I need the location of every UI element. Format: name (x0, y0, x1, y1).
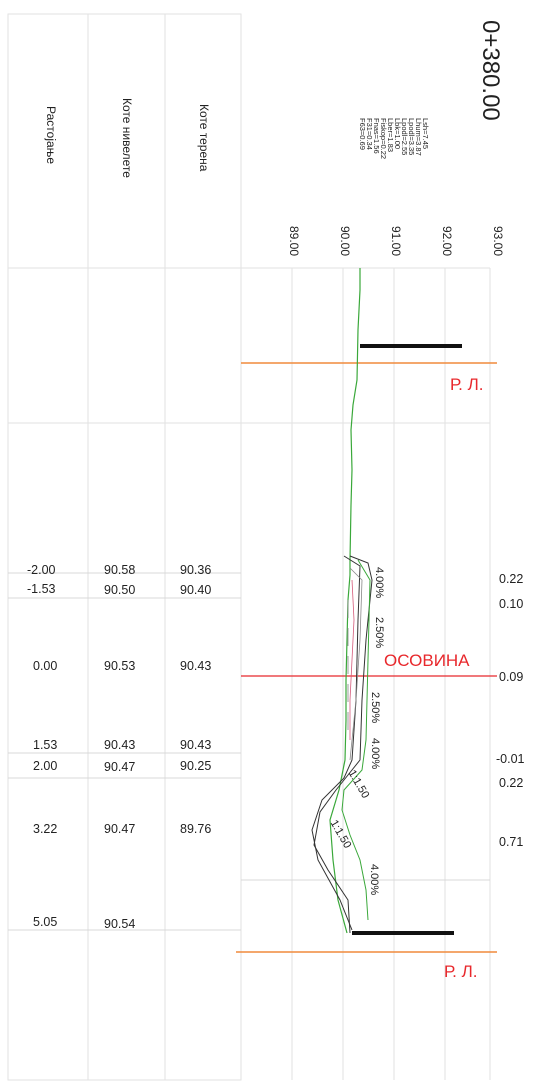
distance-cell: 5.05 (33, 915, 58, 929)
diff-cell: 0.22 (499, 776, 524, 790)
slope-7: 4.00% (368, 864, 380, 896)
grade-cell: 90.53 (104, 659, 136, 673)
diff-cell: 0.22 (499, 572, 524, 586)
terrain-cell: 90.43 (180, 659, 212, 673)
elev-tick-2: 90.00 (338, 226, 352, 257)
header-grade-levels: Коте нивелете (120, 98, 134, 178)
elev-tick-5: 93.00 (491, 226, 505, 257)
grade-line (341, 559, 371, 921)
distance-cell: -2.00 (27, 563, 56, 577)
pavement-layers (347, 567, 363, 761)
distance-cell: 3.22 (33, 822, 58, 836)
terrain-cell: 90.43 (180, 738, 212, 752)
rl-top-label: Р. Л. (450, 375, 484, 394)
grade-cell: 90.54 (104, 917, 136, 931)
terrain-cell: 90.36 (180, 563, 212, 577)
parameters-list: Lsh=7.45 Lhum=3.87 Lpodl=3.35 Lpodl=2.55… (358, 118, 431, 159)
fill-line (349, 579, 355, 740)
grade-cell: 90.47 (104, 760, 136, 774)
diff-cell: 0.10 (499, 597, 524, 611)
slope-1: 4.00% (373, 567, 385, 599)
distance-cell: -1.53 (27, 582, 56, 596)
terrain-cell: 90.40 (180, 583, 212, 597)
road-structure (311, 555, 373, 934)
grade-cell: 90.43 (104, 738, 136, 752)
header-distance: Растојање (44, 106, 58, 165)
header-terrain-levels: Коте терена (197, 104, 211, 172)
terrain-cell: 90.25 (180, 759, 212, 773)
distance-cell: 2.00 (33, 759, 58, 773)
elev-tick-4: 92.00 (440, 226, 454, 257)
grade-cell: 90.50 (104, 583, 136, 597)
distance-cell: 1.53 (33, 738, 58, 752)
slope-3: 2.50% (369, 692, 381, 724)
table-grid (7, 13, 491, 1081)
distance-cell: 0.00 (33, 659, 58, 673)
diff-cell: 0.71 (499, 835, 524, 849)
slope-2: 2.50% (373, 617, 385, 649)
elev-tick-3: 91.00 (389, 226, 403, 257)
slope-4: 4.00% (369, 738, 381, 770)
terrain-line (329, 268, 361, 934)
grade-cell: 90.47 (104, 822, 136, 836)
axis-label: ОСОВИНА (384, 651, 470, 670)
terrain-cell: 89.76 (180, 822, 212, 836)
elev-tick-1: 89.00 (287, 226, 301, 257)
diff-cell: 0.09 (499, 670, 524, 684)
rl-bottom-label: Р. Л. (444, 962, 478, 981)
diff-cell: -0.01 (496, 752, 525, 766)
station-label: 0+380.00 (477, 20, 504, 121)
row-lines (8, 572, 490, 931)
param-10: F63=0.69 (358, 118, 367, 150)
grade-cell: 90.58 (104, 563, 136, 577)
